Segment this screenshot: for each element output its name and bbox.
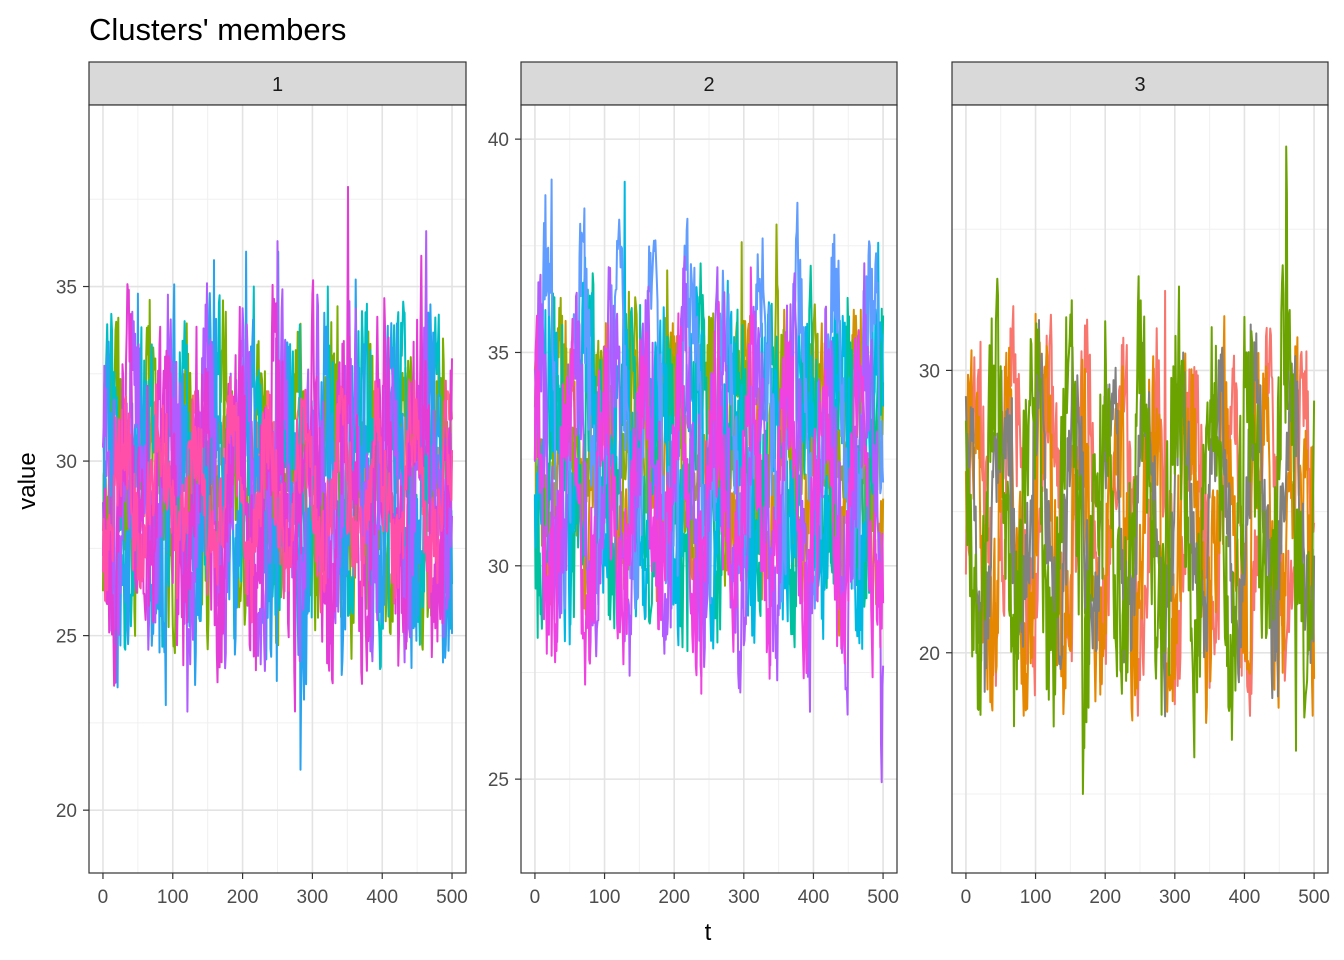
x-tick-label: 200: [1089, 887, 1121, 908]
y-tick-label: 35: [488, 343, 509, 364]
series-line-7: [102, 376, 453, 624]
x-tick-label: 200: [227, 887, 259, 908]
x-tick-label: 0: [98, 887, 109, 908]
x-tick-label: 400: [1229, 887, 1261, 908]
y-tick-label: 20: [56, 801, 77, 822]
strip-background: [88, 61, 467, 106]
x-tick-label: 100: [157, 887, 189, 908]
panel-border: [88, 104, 467, 874]
axes: 0 100 200 300 400 500 20 30: [919, 361, 1330, 908]
y-tick-label: 25: [56, 627, 77, 648]
chart-title: Clusters' members: [89, 12, 346, 47]
x-tick-label: 300: [297, 887, 329, 908]
x-tick-label: 0: [961, 887, 972, 908]
x-tick-label: 500: [436, 887, 468, 908]
axes: 0 100 200 300 400 500 20 25 30 35: [56, 278, 468, 908]
x-tick-label: 500: [867, 887, 899, 908]
x-tick-label: 400: [366, 887, 398, 908]
x-tick-label: 300: [1159, 887, 1191, 908]
panel-border: [951, 104, 1329, 874]
y-axis-title: value: [14, 452, 41, 509]
series-lines: [964, 145, 1316, 795]
y-tick-label: 30: [56, 452, 77, 473]
panel-border: [520, 104, 898, 874]
x-tick-label: 0: [530, 887, 541, 908]
y-tick-label: 25: [488, 770, 509, 791]
x-axis-title: t: [705, 919, 712, 946]
y-tick-label: 35: [56, 278, 77, 299]
y-tick-label: 30: [919, 361, 940, 382]
series-lines: [533, 178, 885, 784]
x-tick-label: 100: [589, 887, 621, 908]
strip-label: 3: [1134, 74, 1145, 96]
y-tick-label: 40: [488, 130, 509, 151]
x-tick-label: 300: [728, 887, 760, 908]
axes: 0 100 200 300 400 500 25 30 35 40: [488, 130, 899, 908]
y-tick-label: 30: [488, 557, 509, 578]
x-tick-label: 200: [658, 887, 690, 908]
series-line-7: [533, 266, 885, 695]
series-line-4: [964, 145, 1316, 795]
series-line-3: [964, 319, 1316, 718]
x-tick-label: 500: [1298, 887, 1330, 908]
y-tick-label: 20: [919, 644, 940, 665]
facet-panel-3: 3 0 100 200 300 400 500 20 30: [919, 61, 1330, 908]
strip-label: 2: [703, 74, 714, 96]
facet-panel-2: 2 0 100 200 300 400 500 25 30 35 40: [488, 61, 899, 908]
facet-panel-1: 1 0 100 200 300 400 500 20 25 30 35: [56, 61, 468, 908]
x-tick-label: 400: [798, 887, 830, 908]
strip-label: 1: [272, 74, 283, 96]
x-tick-label: 100: [1020, 887, 1052, 908]
series-lines: [102, 185, 453, 771]
